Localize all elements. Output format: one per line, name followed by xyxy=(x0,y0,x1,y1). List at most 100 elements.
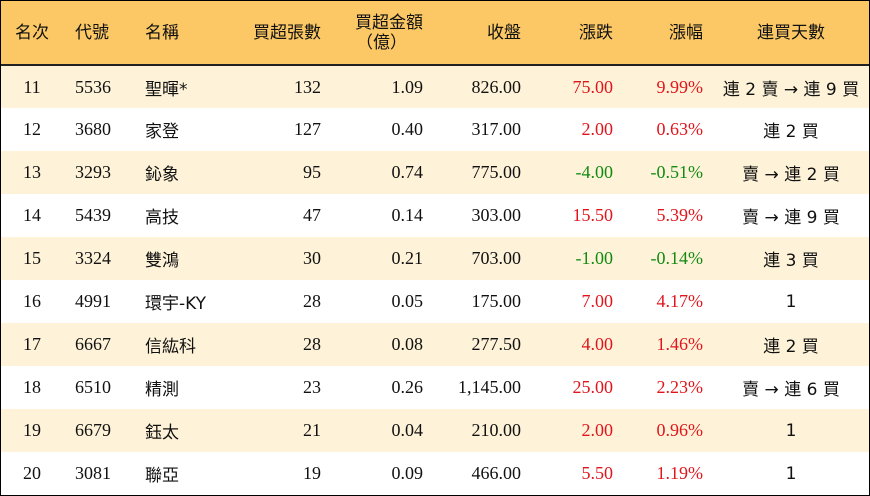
streak-cell: 連 2 買 xyxy=(763,122,819,142)
pct-cell: 0.63% xyxy=(656,119,704,139)
code-cell: 6679 xyxy=(75,420,111,440)
streak-cell: 賣 → 連 2 買 xyxy=(742,165,840,185)
code-cell: 3680 xyxy=(75,119,111,139)
net-amount-cell: 0.14 xyxy=(391,205,424,225)
change-cell: 2.00 xyxy=(581,119,614,139)
change-cell: 15.50 xyxy=(572,205,614,225)
change-cell: 2.00 xyxy=(581,420,614,440)
name-cell: 鈺太 xyxy=(145,423,179,443)
net-lots-cell: 28 xyxy=(303,334,321,354)
header-streak: 連買天數 xyxy=(757,22,825,43)
streak-cell: 賣 → 連 6 買 xyxy=(742,380,840,400)
net-lots-cell: 23 xyxy=(303,377,321,397)
rank-cell: 19 xyxy=(23,420,41,440)
streak-cell: 賣 → 連 9 買 xyxy=(742,208,840,228)
close-cell: 210.00 xyxy=(471,420,522,440)
pct-cell: 0.96% xyxy=(656,420,704,440)
net-amount-cell: 0.74 xyxy=(391,162,424,182)
header-rank: 名次 xyxy=(15,22,49,43)
close-cell: 1,145.00 xyxy=(458,377,521,397)
table-row: 18 6510 精測 23 0.26 1,145.00 25.00 2.23% 賣 → 連 6 … xyxy=(1,366,869,409)
name-cell: 精測 xyxy=(145,380,179,400)
table-row: 19 6679 鈺太 21 0.04 210.00 2.00 0.96% 1 xyxy=(1,409,869,452)
header-net-amount: 買超金額 （億） xyxy=(331,1,433,65)
streak-cell: 1 xyxy=(785,291,797,312)
table-header: 名次 代號 名稱 買超張數 買超金額 （億） 收盤 漲跌 漲幅 連買天數 xyxy=(1,1,869,65)
net-amount-cell: 0.09 xyxy=(391,463,424,483)
pct-cell: 9.99% xyxy=(656,76,704,97)
change-cell: 4.00 xyxy=(581,334,614,354)
net-amount-cell: 0.08 xyxy=(391,334,424,354)
rank-cell: 14 xyxy=(23,205,41,225)
change-cell: 25.00 xyxy=(572,377,614,397)
net-lots-cell: 21 xyxy=(303,420,321,440)
net-amount-cell: 0.26 xyxy=(391,377,424,397)
pct-cell: -0.51% xyxy=(650,162,704,182)
streak-cell: 1 xyxy=(785,463,797,484)
net-amount-cell: 0.05 xyxy=(391,291,424,311)
rank-cell: 18 xyxy=(23,377,41,397)
table-row: 16 4991 環宇-KY 28 0.05 175.00 7.00 4.17% 1 xyxy=(1,280,869,323)
code-cell: 3324 xyxy=(75,248,111,268)
rank-cell: 13 xyxy=(23,162,41,182)
rank-cell: 11 xyxy=(23,76,41,97)
code-cell: 3081 xyxy=(75,463,111,483)
name-cell: 環宇-KY xyxy=(145,294,207,314)
header-change: 漲跌 xyxy=(579,22,613,43)
rank-cell: 20 xyxy=(23,463,41,483)
streak-cell: 1 xyxy=(785,420,797,441)
name-cell: 鈊象 xyxy=(145,165,179,185)
pct-cell: 1.19% xyxy=(656,463,704,483)
header-pct: 漲幅 xyxy=(669,22,703,43)
header-name: 名稱 xyxy=(145,22,179,43)
net-amount-cell: 0.21 xyxy=(391,248,424,268)
close-cell: 466.00 xyxy=(471,463,522,483)
net-amount-cell: 1.09 xyxy=(391,76,424,97)
pct-cell: 5.39% xyxy=(656,205,704,225)
net-amount-cell: 0.04 xyxy=(391,420,424,440)
name-cell: 信紘科 xyxy=(145,337,196,357)
header-net-amount-line1: 買超金額 xyxy=(355,12,423,33)
net-lots-cell: 95 xyxy=(303,162,321,182)
rank-cell: 17 xyxy=(23,334,41,354)
table-row: 13 3293 鈊象 95 0.74 775.00 -4.00 -0.51% 賣 → 連 2 買 xyxy=(1,151,869,194)
net-lots-cell: 28 xyxy=(303,291,321,311)
close-cell: 277.50 xyxy=(471,334,522,354)
close-cell: 703.00 xyxy=(471,248,522,268)
close-cell: 826.00 xyxy=(471,76,522,97)
rank-cell: 15 xyxy=(23,248,41,268)
change-cell: -4.00 xyxy=(575,162,614,182)
net-lots-cell: 127 xyxy=(294,119,321,139)
close-cell: 303.00 xyxy=(471,205,522,225)
header-close: 收盤 xyxy=(487,22,521,43)
change-cell: 75.00 xyxy=(572,76,614,97)
code-cell: 4991 xyxy=(75,291,111,311)
header-row: 名次 代號 名稱 買超張數 買超金額 （億） 收盤 漲跌 漲幅 連買天數 xyxy=(1,1,869,65)
table-body: 11 5536 聖暉* 132 1.09 826.00 75.00 9.99% 連 2 賣 → … xyxy=(1,65,869,495)
name-cell: 聯亞 xyxy=(145,466,179,486)
close-cell: 775.00 xyxy=(471,162,522,182)
streak-cell: 連 2 賣 → 連 9 買 xyxy=(722,79,860,100)
net-lots-cell: 47 xyxy=(303,205,321,225)
header-net-lots: 買超張數 xyxy=(253,22,321,43)
code-cell: 3293 xyxy=(75,162,111,182)
table-row: 17 6667 信紘科 28 0.08 277.50 4.00 1.46% 連 2 買 xyxy=(1,323,869,366)
close-cell: 175.00 xyxy=(471,291,522,311)
header-net-amount-line2: （億） xyxy=(356,32,407,53)
streak-cell: 連 3 買 xyxy=(763,251,819,271)
pct-cell: 4.17% xyxy=(656,291,704,311)
name-cell: 聖暉* xyxy=(145,79,188,100)
code-cell: 6510 xyxy=(75,377,111,397)
change-cell: 5.50 xyxy=(581,463,614,483)
rank-cell: 16 xyxy=(23,291,41,311)
name-cell: 高技 xyxy=(145,208,179,228)
table-row: 12 3680 家登 127 0.40 317.00 2.00 0.63% 連 2 買 xyxy=(1,108,869,151)
rank-cell: 12 xyxy=(23,119,41,139)
net-lots-cell: 30 xyxy=(303,248,321,268)
name-cell: 雙鴻 xyxy=(145,251,179,271)
close-cell: 317.00 xyxy=(471,119,522,139)
pct-cell: 2.23% xyxy=(656,377,704,397)
code-cell: 6667 xyxy=(75,334,111,354)
